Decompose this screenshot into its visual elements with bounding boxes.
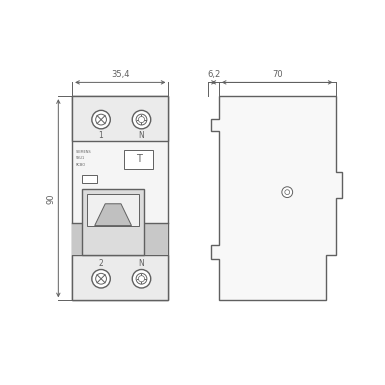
Polygon shape	[211, 96, 342, 300]
Circle shape	[136, 114, 147, 125]
Text: 35,4: 35,4	[111, 70, 130, 79]
Circle shape	[95, 114, 106, 125]
Text: 2: 2	[99, 259, 104, 268]
Bar	[72, 223, 169, 255]
Text: 90: 90	[46, 193, 55, 204]
Text: 1: 1	[99, 131, 104, 140]
Circle shape	[92, 110, 110, 129]
Text: N: N	[139, 131, 144, 140]
Circle shape	[139, 276, 145, 282]
Circle shape	[132, 110, 151, 129]
Text: 6,2: 6,2	[207, 70, 220, 79]
Bar	[124, 150, 153, 169]
Bar	[72, 96, 169, 141]
Circle shape	[92, 270, 110, 288]
Text: RCBO: RCBO	[75, 162, 85, 167]
Bar	[72, 255, 169, 300]
Text: 70: 70	[272, 70, 283, 79]
Bar	[87, 194, 139, 226]
Bar	[82, 189, 144, 255]
Text: N: N	[139, 259, 144, 268]
Bar	[82, 176, 97, 183]
Text: SIEMENS: SIEMENS	[75, 150, 91, 154]
Circle shape	[139, 117, 145, 123]
Circle shape	[132, 270, 151, 288]
Circle shape	[95, 273, 106, 284]
Text: T: T	[136, 154, 142, 164]
Circle shape	[136, 273, 147, 284]
Polygon shape	[95, 204, 132, 226]
Circle shape	[282, 187, 293, 198]
Bar	[72, 96, 169, 300]
Text: 5SU1: 5SU1	[75, 156, 85, 161]
Circle shape	[285, 190, 290, 194]
